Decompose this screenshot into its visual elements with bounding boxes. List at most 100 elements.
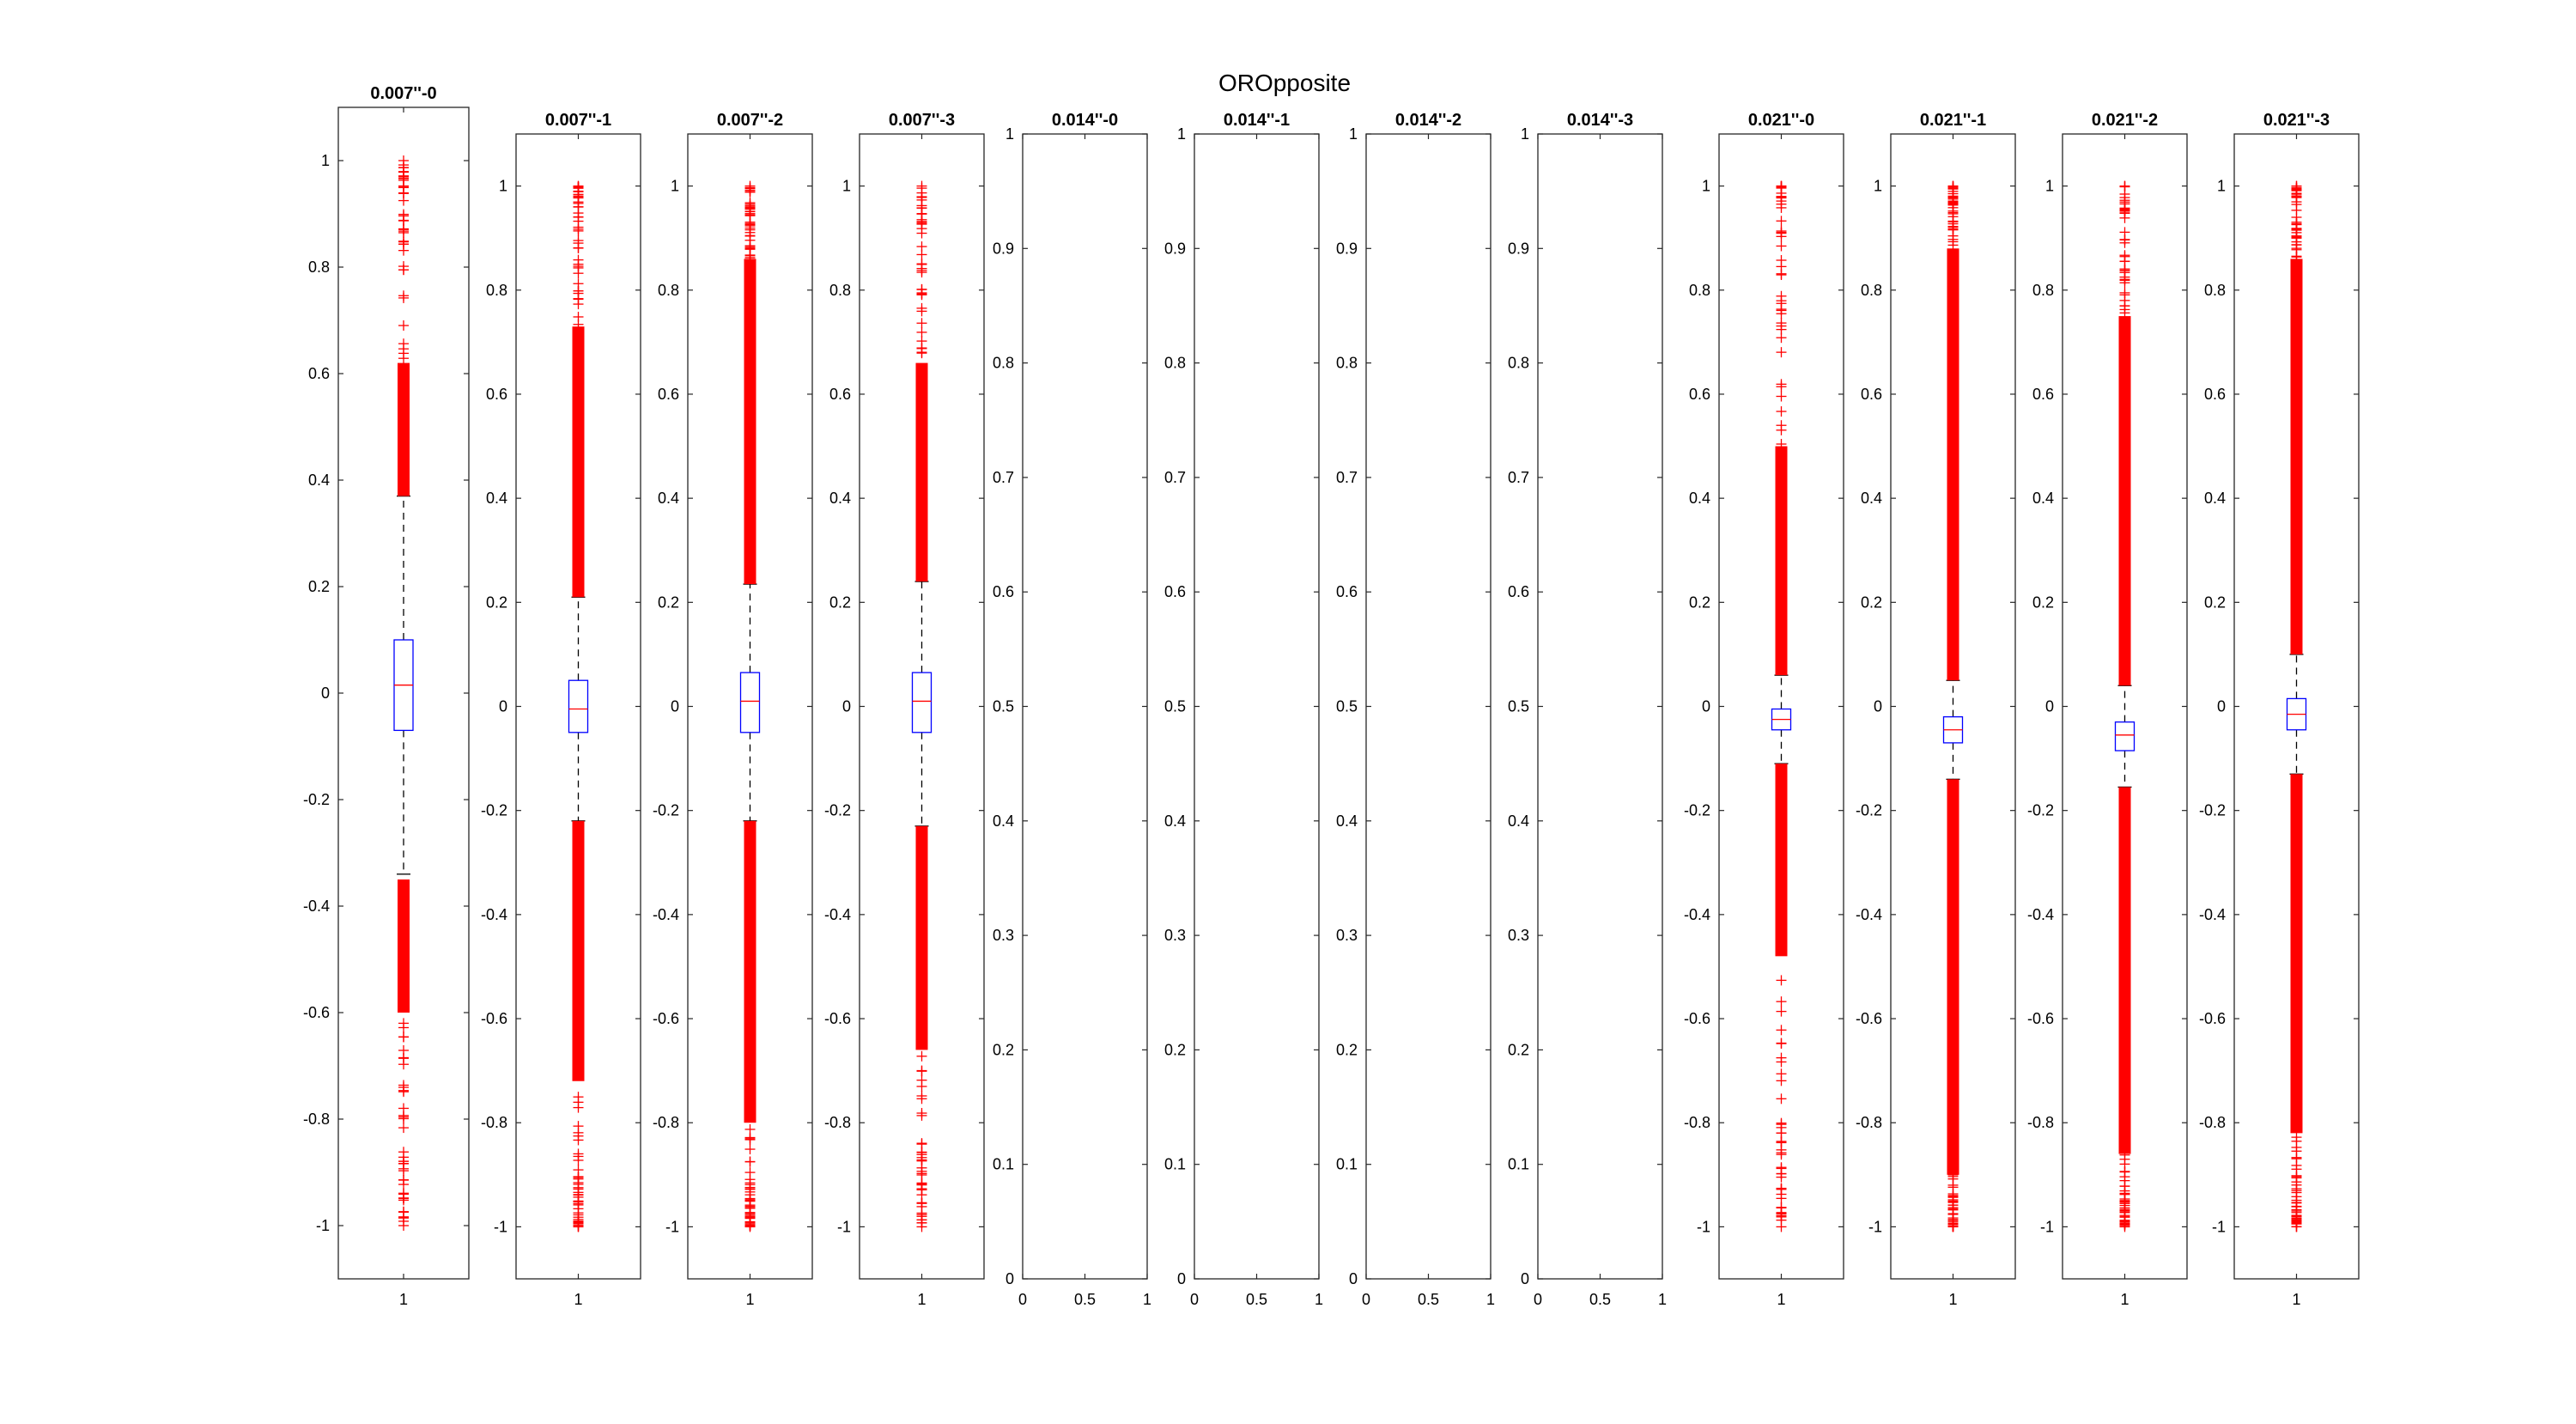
y-tick-label: 0.4 bbox=[829, 490, 851, 507]
y-tick-label: 0.4 bbox=[1689, 490, 1710, 507]
subplot-title: 0.007''-0 bbox=[370, 84, 436, 103]
y-tick-label: -1 bbox=[2040, 1218, 2054, 1235]
y-tick-label: 0.6 bbox=[1508, 583, 1529, 600]
y-tick-label: -0.8 bbox=[2027, 1114, 2054, 1131]
x-tick-label: 1 bbox=[1315, 1291, 1323, 1308]
iqr-box bbox=[568, 679, 589, 733]
y-tick-label: -0.4 bbox=[2199, 906, 2226, 923]
y-tick-label: -1 bbox=[2212, 1218, 2226, 1235]
y-tick-label: 0.8 bbox=[486, 282, 507, 299]
y-tick-label: -0.6 bbox=[2199, 1010, 2226, 1027]
y-tick-label: 0.7 bbox=[1336, 469, 1358, 486]
y-tick-label: 0 bbox=[1521, 1270, 1529, 1287]
outlier-band bbox=[915, 362, 928, 582]
y-tick-label: -0.6 bbox=[2027, 1010, 2054, 1027]
y-tick-label: -1 bbox=[665, 1218, 679, 1235]
subplot-title: 0.014''-0 bbox=[1052, 111, 1118, 130]
y-tick-label: 0.2 bbox=[486, 593, 507, 611]
y-tick-label: 0.6 bbox=[1861, 386, 1882, 403]
y-tick-label: 0.2 bbox=[2204, 593, 2226, 611]
outlier-band bbox=[915, 825, 928, 1050]
subplot-title: 0.007''-3 bbox=[889, 111, 955, 130]
subplot-7: 0.014''-2 0 0.1 0.2 0.3 0.4 0.5 0.6 0.7 0.8 0.9 1 0 0… bbox=[1336, 111, 1495, 1308]
y-tick-label: -0.8 bbox=[1684, 1114, 1710, 1131]
subplot-4: 0.007''-3 -1 -0.8 -0.6 -0.4 -0.2 0 0.2 0.4 0.6 0.8… bbox=[824, 111, 985, 1308]
x-tick-label: 1 bbox=[574, 1291, 582, 1308]
y-tick-label: 0.6 bbox=[829, 386, 851, 403]
y-tick-label: 0.8 bbox=[308, 259, 330, 276]
figure-title: OROpposite bbox=[1218, 70, 1351, 96]
outlier-band bbox=[744, 259, 756, 585]
y-tick-label: 0.2 bbox=[1861, 593, 1882, 611]
x-tick-label: 1 bbox=[1777, 1291, 1785, 1308]
iqr-box bbox=[911, 672, 933, 733]
y-tick-label: 0.8 bbox=[2204, 282, 2226, 299]
y-tick-label: 0.3 bbox=[1164, 927, 1186, 944]
y-tick-label: -1 bbox=[316, 1217, 330, 1234]
y-tick-label: -0.8 bbox=[2199, 1114, 2226, 1131]
subplot-title: 0.014''-1 bbox=[1224, 111, 1290, 130]
subplot-title: 0.021''-0 bbox=[1748, 111, 1814, 130]
y-tick-label: -0.4 bbox=[303, 898, 330, 915]
y-tick-label: 0.4 bbox=[2032, 490, 2054, 507]
x-tick-label: 1 bbox=[399, 1291, 408, 1308]
subplot-title: 0.014''-2 bbox=[1395, 111, 1461, 130]
y-tick-label: 0.2 bbox=[1164, 1041, 1186, 1058]
outlier-band bbox=[2290, 259, 2303, 654]
y-tick-label: 0.3 bbox=[1508, 927, 1529, 944]
y-tick-label: 1 bbox=[1005, 125, 1014, 143]
subplot-11: 0.021''-2 -1 -0.8 -0.6 -0.4 -0.2 0 0.2 0.4 0.6 0.8… bbox=[2027, 111, 2188, 1308]
y-tick-label: 0.8 bbox=[1164, 355, 1186, 372]
x-tick-label: 1 bbox=[745, 1291, 754, 1308]
y-tick-label: 0 bbox=[1177, 1270, 1186, 1287]
x-tick-label: 1 bbox=[1486, 1291, 1495, 1308]
y-tick-label: 0.6 bbox=[2032, 386, 2054, 403]
y-tick-label: 0.6 bbox=[1164, 583, 1186, 600]
subplot-2: 0.007''-1 -1 -0.8 -0.6 -0.4 -0.2 0 0.2 0.4 0.6 0.8… bbox=[481, 111, 641, 1308]
y-tick-label: 0.4 bbox=[1508, 812, 1529, 830]
outliers bbox=[1775, 180, 1788, 1232]
x-tick-label: 0 bbox=[1362, 1291, 1370, 1308]
y-tick-label: 0.1 bbox=[1508, 1156, 1529, 1173]
y-tick-label: -0.2 bbox=[303, 791, 330, 808]
y-tick-label: 0 bbox=[1349, 1270, 1358, 1287]
y-tick-label: 0.6 bbox=[486, 386, 507, 403]
y-tick-label: 1 bbox=[842, 178, 851, 195]
y-tick-label: -0.6 bbox=[824, 1010, 851, 1027]
y-tick-label: 0.2 bbox=[829, 593, 851, 611]
y-tick-label: 0.4 bbox=[658, 490, 679, 507]
subplot-5: 0.014''-0 0 0.1 0.2 0.3 0.4 0.5 0.6 0.7 0.8 0.9 1 0 0… bbox=[993, 111, 1151, 1308]
y-tick-label: -1 bbox=[494, 1218, 507, 1235]
y-tick-label: 0.1 bbox=[1336, 1156, 1358, 1173]
y-tick-label: -0.4 bbox=[824, 906, 851, 923]
outlier-band bbox=[2118, 787, 2131, 1154]
y-tick-label: 0.8 bbox=[1861, 282, 1882, 299]
subplot-title: 0.021''-2 bbox=[2092, 111, 2158, 130]
y-tick-label: 1 bbox=[671, 178, 679, 195]
subplot-title: 0.007''-1 bbox=[545, 111, 611, 130]
y-tick-label: 0.2 bbox=[658, 593, 679, 611]
outliers bbox=[398, 155, 410, 1231]
x-tick-label: 0.5 bbox=[1589, 1291, 1611, 1308]
y-tick-label: 1 bbox=[1521, 125, 1529, 143]
x-tick-label: 0 bbox=[1018, 1291, 1027, 1308]
subplot-8: 0.014''-3 0 0.1 0.2 0.3 0.4 0.5 0.6 0.7 0.8 0.9 1 0 0… bbox=[1508, 111, 1667, 1308]
outliers bbox=[915, 180, 928, 1232]
y-tick-label: -0.4 bbox=[653, 906, 679, 923]
y-tick-label: 0 bbox=[1874, 698, 1882, 715]
outlier-band bbox=[744, 820, 756, 1123]
y-tick-label: 0 bbox=[499, 698, 507, 715]
outliers bbox=[2290, 180, 2303, 1232]
y-tick-label: 0.8 bbox=[1336, 355, 1358, 372]
y-tick-label: -0.4 bbox=[481, 906, 507, 923]
y-tick-label: 0.8 bbox=[829, 282, 851, 299]
outlier-band bbox=[1775, 764, 1788, 957]
y-tick-label: 0 bbox=[671, 698, 679, 715]
y-tick-label: 0.4 bbox=[2204, 490, 2226, 507]
outlier-band bbox=[2290, 774, 2303, 1134]
y-tick-label: 0.4 bbox=[993, 812, 1014, 830]
y-tick-label: -0.2 bbox=[2027, 802, 2054, 819]
y-tick-label: 0.2 bbox=[993, 1041, 1014, 1058]
y-tick-label: 0.9 bbox=[1508, 240, 1529, 257]
subplot-title: 0.007''-2 bbox=[717, 111, 783, 130]
